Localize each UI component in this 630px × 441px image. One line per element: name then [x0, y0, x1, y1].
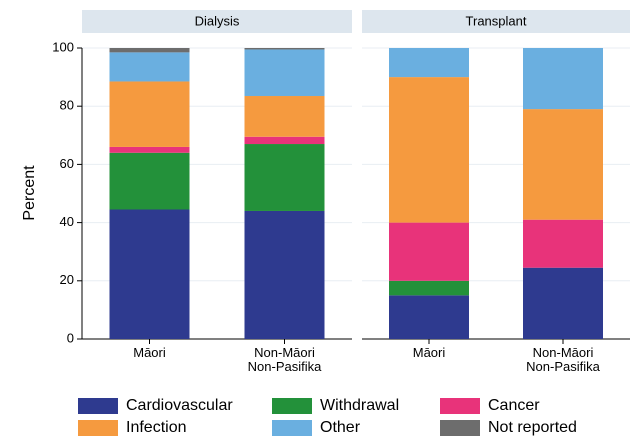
- bar-segment: [389, 295, 469, 339]
- bar-segment: [389, 280, 469, 296]
- bar-segment: [389, 77, 469, 223]
- bar-segment: [109, 209, 190, 339]
- bar-segment: [523, 48, 603, 110]
- legend-swatch: [272, 398, 312, 414]
- legend-label: Cancer: [488, 397, 540, 414]
- legend-swatch: [440, 420, 480, 436]
- panel-title: Dialysis: [195, 13, 240, 28]
- y-tick-label: 100: [52, 39, 74, 54]
- legend-label: Infection: [126, 419, 186, 436]
- y-tick-label: 0: [67, 330, 74, 345]
- bar-segment: [109, 52, 190, 82]
- legend-swatch: [78, 420, 118, 436]
- bar-segment: [244, 96, 325, 137]
- bar-segment: [389, 222, 469, 281]
- bar-segment: [109, 152, 190, 210]
- x-tick-label: Non-Māori Non-Pasifika: [247, 345, 322, 374]
- legend-swatch: [272, 420, 312, 436]
- y-axis-label: Percent: [21, 165, 38, 221]
- strip: [82, 10, 352, 33]
- bar-segment: [109, 81, 190, 147]
- bar-segment: [244, 144, 325, 211]
- legend-label: Cardiovascular: [126, 397, 233, 414]
- bar-segment: [244, 49, 325, 97]
- legend-swatch: [440, 398, 480, 414]
- y-tick-label: 20: [60, 272, 74, 287]
- bar-segment: [389, 48, 469, 78]
- bar-segment: [109, 48, 190, 53]
- y-tick-label: 80: [60, 98, 74, 113]
- strip: [362, 10, 630, 33]
- bar-segment: [109, 146, 190, 153]
- legend-label: Withdrawal: [320, 397, 399, 414]
- y-tick-label: 60: [60, 156, 74, 171]
- panel-title: Transplant: [466, 13, 527, 28]
- x-tick-label: Māori: [133, 345, 166, 360]
- bar-segment: [244, 210, 325, 339]
- bar-segment: [523, 267, 603, 339]
- legend-swatch: [78, 398, 118, 414]
- legend-label: Not reported: [488, 419, 577, 436]
- bar-segment: [244, 136, 325, 145]
- bar-segment: [523, 219, 603, 268]
- bar-segment: [244, 48, 325, 50]
- x-tick-label: Māori: [412, 345, 446, 360]
- x-tick-label: Non-Māori Non-Pasifika: [526, 345, 600, 374]
- legend-label: Other: [320, 419, 361, 436]
- bar-segment: [523, 109, 603, 220]
- y-tick-label: 40: [60, 214, 74, 229]
